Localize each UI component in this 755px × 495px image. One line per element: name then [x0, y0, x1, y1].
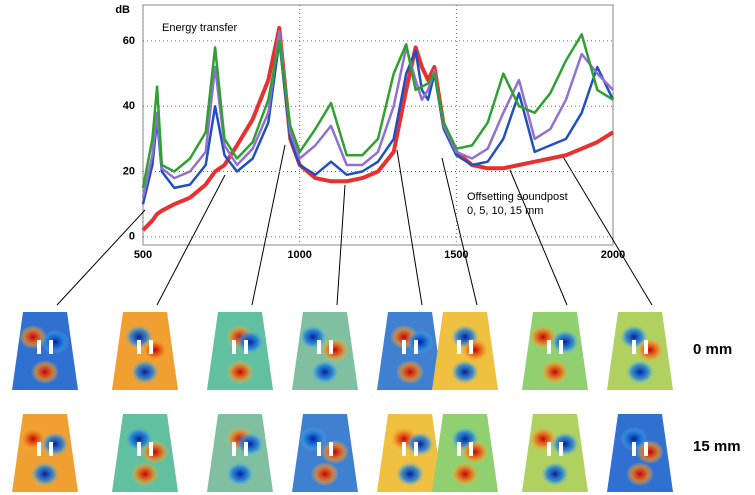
y-axis-label: dB: [115, 4, 130, 16]
series-line: [141, 25, 615, 232]
x-tick-label: 2000: [601, 249, 625, 261]
mode-blob: [461, 440, 489, 464]
soundpost: [149, 340, 153, 354]
connector: [509, 169, 568, 306]
mode-blob: [141, 338, 169, 362]
annotation: 0, 5, 10, 15 mm: [467, 205, 543, 217]
soundpost: [37, 442, 41, 456]
soundpost: [232, 442, 236, 456]
mode-blob: [311, 462, 339, 486]
mode-blob: [451, 462, 479, 486]
soundpost: [232, 340, 236, 354]
y-tick-label: 40: [123, 100, 135, 112]
soundpost: [457, 340, 461, 354]
connector: [396, 149, 423, 306]
mode-images: [12, 144, 673, 492]
soundpost: [632, 340, 636, 354]
soundpost: [644, 442, 648, 456]
soundpost: [402, 340, 406, 354]
soundpost: [329, 340, 333, 354]
soundpost: [644, 340, 648, 354]
x-tick-label: 1500: [444, 249, 468, 261]
mode-blob: [541, 462, 569, 486]
mode-blob: [406, 330, 434, 354]
connector: [441, 157, 478, 306]
x-tick-label: 1000: [287, 249, 311, 261]
soundpost: [244, 442, 248, 456]
connector: [336, 184, 346, 306]
soundpost: [149, 442, 153, 456]
mode-blob: [131, 462, 159, 486]
soundpost: [547, 442, 551, 456]
mode-blob: [141, 440, 169, 464]
mode-blob: [41, 432, 69, 456]
mode-blob: [451, 360, 479, 384]
soundpost: [469, 442, 473, 456]
connector: [56, 209, 146, 306]
mode-blob: [551, 432, 579, 456]
mode-blob: [131, 360, 159, 384]
soundpost: [469, 340, 473, 354]
connector: [156, 174, 226, 306]
mode-blob: [626, 462, 654, 486]
row-label: 0 mm: [693, 341, 732, 358]
soundpost: [137, 442, 141, 456]
soundpost: [49, 340, 53, 354]
mode-blob: [636, 338, 664, 362]
soundpost: [559, 340, 563, 354]
mode-blob: [311, 360, 339, 384]
y-tick-label: 60: [123, 35, 135, 47]
soundpost: [317, 442, 321, 456]
soundpost: [547, 340, 551, 354]
series-line: [141, 33, 614, 189]
mode-blob: [236, 432, 264, 456]
mode-blob: [31, 360, 59, 384]
mode-blob: [626, 360, 654, 384]
mode-blob: [226, 360, 254, 384]
y-tick-label: 0: [129, 231, 135, 243]
y-tick-label: 20: [123, 165, 135, 177]
soundpost: [559, 442, 563, 456]
soundpost: [317, 340, 321, 354]
mode-blob: [636, 440, 664, 464]
mode-blob: [226, 462, 254, 486]
soundpost: [37, 340, 41, 354]
mode-blob: [321, 440, 349, 464]
soundpost: [414, 442, 418, 456]
mode-blob: [31, 462, 59, 486]
mode-blob: [396, 360, 424, 384]
mode-blob: [236, 330, 264, 354]
annotation: Offsetting soundpost: [467, 191, 568, 203]
mode-blob: [406, 432, 434, 456]
soundpost: [414, 340, 418, 354]
mode-blob: [41, 330, 69, 354]
soundpost: [329, 442, 333, 456]
soundpost: [457, 442, 461, 456]
connector: [561, 154, 653, 306]
soundpost: [402, 442, 406, 456]
mode-blob: [396, 462, 424, 486]
mode-blob: [551, 330, 579, 354]
mode-blob: [321, 338, 349, 362]
mode-blob: [541, 360, 569, 384]
soundpost: [49, 442, 53, 456]
soundpost: [244, 340, 248, 354]
soundpost: [137, 340, 141, 354]
mode-blob: [461, 338, 489, 362]
chart-title: Energy transfer: [162, 22, 238, 34]
soundpost: [632, 442, 636, 456]
series-line: [141, 29, 614, 198]
x-tick-label: 500: [134, 249, 152, 261]
row-label: 15 mm: [693, 438, 741, 455]
